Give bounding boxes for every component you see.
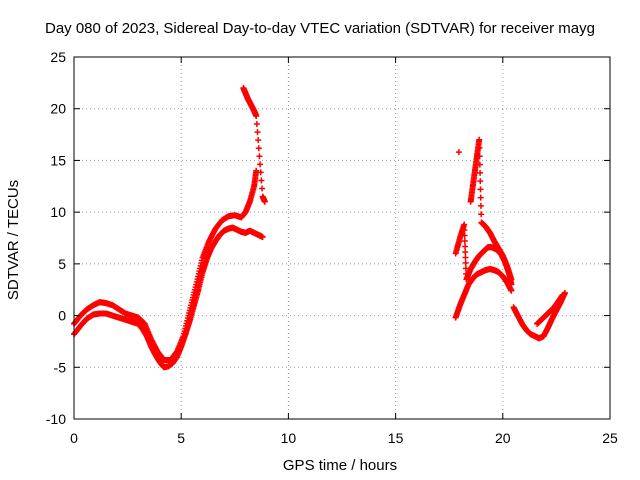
data-point: [259, 233, 266, 240]
data-point: [254, 129, 261, 136]
data-point: [461, 232, 468, 239]
data-point: [255, 137, 262, 144]
data-point: [477, 169, 484, 176]
data-point: [462, 254, 469, 261]
y-tick-label: -5: [54, 359, 67, 375]
data-points: [71, 85, 568, 371]
data-point: [477, 178, 484, 185]
grid-lines: [74, 57, 610, 419]
data-point: [476, 161, 483, 168]
plot-frame: [73, 56, 611, 420]
data-point: [256, 153, 263, 160]
data-point: [258, 177, 265, 184]
chart-title: Day 080 of 2023, Sidereal Day-to-day VTE…: [45, 20, 595, 37]
data-point: [477, 186, 484, 193]
data-point: [455, 149, 462, 156]
data-point: [255, 145, 262, 152]
y-tick-label: -10: [46, 411, 66, 427]
y-axis-label: SDTVAR / TECUs: [5, 180, 22, 300]
x-axis-label: GPS time / hours: [283, 457, 397, 474]
axis-ticks: 0 5 10 15 20 25 -10 -5 0 5 10 15 20 25: [46, 49, 618, 446]
data-point: [476, 136, 483, 143]
y-tick-label: 10: [50, 204, 66, 220]
data-point: [261, 198, 268, 205]
data-point: [477, 202, 484, 209]
data-point: [462, 259, 469, 266]
data-point: [478, 211, 485, 218]
data-point: [476, 145, 483, 152]
data-point: [477, 194, 484, 201]
data-point: [461, 221, 468, 228]
data-point: [259, 185, 266, 192]
x-tick-label: 5: [177, 430, 185, 446]
data-point: [253, 167, 260, 174]
y-tick-label: 0: [58, 308, 66, 324]
data-point: [508, 281, 515, 288]
data-point: [508, 287, 515, 294]
data-point: [559, 291, 566, 298]
x-tick-label: 25: [602, 430, 618, 446]
data-point: [508, 276, 515, 283]
data-point: [257, 169, 264, 176]
x-tick-label: 15: [388, 430, 404, 446]
x-tick-label: 0: [70, 430, 78, 446]
x-tick-label: 10: [281, 430, 297, 446]
data-point: [476, 153, 483, 160]
data-point: [461, 227, 468, 234]
y-tick-label: 25: [50, 49, 66, 65]
data-point: [462, 248, 469, 255]
data-point: [257, 161, 264, 168]
data-point: [461, 237, 468, 244]
y-tick-label: 20: [50, 101, 66, 117]
y-tick-label: 15: [50, 152, 66, 168]
data-point: [462, 243, 469, 250]
x-tick-label: 20: [495, 430, 511, 446]
y-tick-label: 5: [58, 256, 66, 272]
data-point: [253, 112, 260, 119]
data-point: [253, 121, 260, 128]
